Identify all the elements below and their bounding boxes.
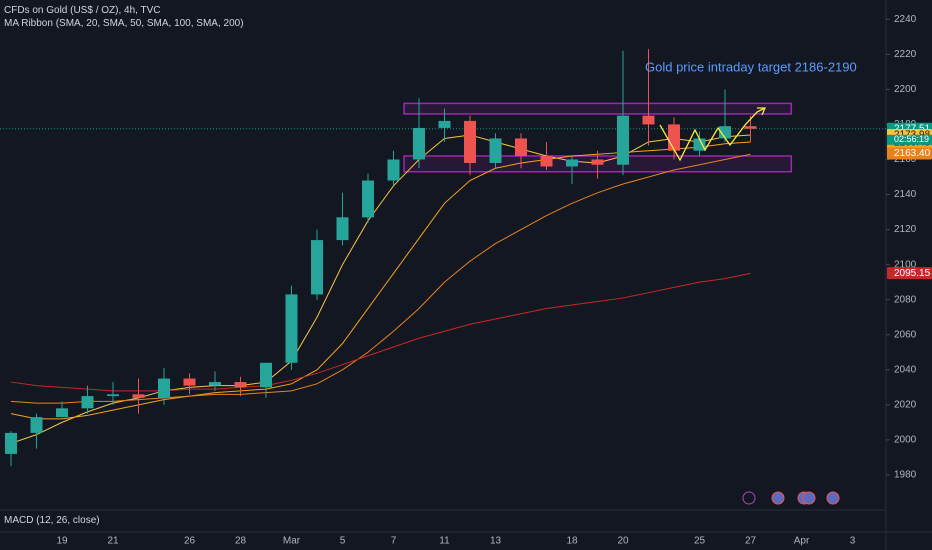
x-tick-label: 25 bbox=[694, 536, 706, 547]
x-tick-label: 28 bbox=[235, 536, 247, 547]
event-icon bbox=[771, 491, 785, 505]
countdown: 02:56:19 bbox=[894, 134, 929, 144]
y-tick-label: 2100 bbox=[894, 259, 917, 270]
y-tick-label: 2080 bbox=[894, 294, 917, 305]
candle-body bbox=[132, 394, 145, 398]
x-tick-label: 5 bbox=[340, 536, 346, 547]
x-tick-label: Apr bbox=[794, 536, 810, 547]
candle-body bbox=[362, 180, 374, 218]
candle-body bbox=[719, 126, 731, 139]
candle-body bbox=[438, 120, 451, 128]
countdown-box bbox=[887, 134, 932, 145]
y-tick-label: 2000 bbox=[894, 435, 917, 446]
x-tick-label: 11 bbox=[439, 536, 450, 547]
candle-body bbox=[668, 124, 680, 151]
price-label: 2177.51 bbox=[894, 123, 931, 134]
candle-body bbox=[617, 115, 629, 165]
candle-body bbox=[209, 382, 221, 386]
y-tick-label: 2060 bbox=[894, 329, 917, 340]
y-tick-label: 2040 bbox=[894, 364, 917, 375]
y-tick-label: 2140 bbox=[894, 189, 917, 200]
candle-body bbox=[464, 120, 476, 163]
candle-body bbox=[515, 138, 527, 156]
indicator-label: MA Ribbon (SMA, 20, SMA, 50, SMA, 100, S… bbox=[4, 18, 244, 29]
price-label: 2163.40 bbox=[894, 148, 931, 159]
plot-area bbox=[0, 49, 886, 467]
candle-body bbox=[489, 138, 502, 163]
event-icons bbox=[742, 491, 840, 505]
candle-body bbox=[30, 417, 43, 433]
event-icon bbox=[826, 491, 840, 505]
candle-body bbox=[693, 138, 706, 151]
projection-arrow bbox=[757, 107, 766, 116]
projection-path bbox=[659, 107, 766, 162]
annotation: Gold price intraday target 2186-2190 bbox=[645, 59, 857, 74]
candle-body bbox=[5, 432, 17, 454]
x-tick-label: 18 bbox=[566, 536, 578, 547]
x-tick-label: 13 bbox=[490, 536, 502, 547]
y-tick-label: 1980 bbox=[894, 470, 917, 481]
x-tick-label: 7 bbox=[391, 536, 397, 547]
x-tick-label: 27 bbox=[745, 536, 757, 547]
candle-body bbox=[642, 115, 655, 125]
candle-body bbox=[234, 382, 247, 388]
candle-body bbox=[56, 408, 68, 418]
event-icon bbox=[742, 491, 756, 505]
candle-body bbox=[566, 159, 578, 167]
candle-body bbox=[183, 378, 196, 386]
x-tick-label: 20 bbox=[617, 536, 629, 547]
moving-average bbox=[10, 153, 751, 404]
y-tick-label: 2020 bbox=[894, 399, 917, 410]
candle-body bbox=[81, 396, 94, 409]
moving-average bbox=[10, 272, 751, 392]
x-tick-label: 3 bbox=[850, 536, 856, 547]
price-label-box bbox=[887, 267, 932, 280]
candle-body bbox=[260, 362, 272, 388]
candle-body bbox=[540, 155, 553, 167]
y-tick-label: 2200 bbox=[894, 84, 917, 95]
y-tick-label: 2240 bbox=[894, 14, 917, 25]
chart-title: CFDs on Gold (US$ / OZ), 4h, TVC bbox=[4, 5, 161, 16]
x-tick-label: 26 bbox=[184, 536, 196, 547]
lower-pane-label: MACD (12, 26, close) bbox=[4, 515, 100, 526]
event-icon bbox=[802, 491, 816, 505]
candle-body bbox=[387, 159, 400, 181]
x-tick-label: 19 bbox=[56, 536, 68, 547]
candle-body bbox=[413, 127, 425, 160]
price-label-box bbox=[887, 147, 932, 160]
x-tick-label: 21 bbox=[107, 536, 119, 547]
candle-body bbox=[158, 378, 170, 398]
candle-body bbox=[336, 217, 349, 241]
y-tick-label: 2120 bbox=[894, 224, 917, 235]
y-tick-label: 2220 bbox=[894, 49, 917, 60]
x-tick-label: Mar bbox=[283, 536, 301, 547]
price-label: 2095.15 bbox=[894, 268, 931, 279]
candle-body bbox=[591, 159, 604, 165]
zone bbox=[403, 102, 793, 115]
candle-body bbox=[285, 294, 298, 363]
candle-body bbox=[311, 240, 323, 295]
y-tick-label: 2160 bbox=[894, 154, 917, 165]
candle-body bbox=[744, 126, 757, 129]
candle-body bbox=[107, 394, 119, 397]
